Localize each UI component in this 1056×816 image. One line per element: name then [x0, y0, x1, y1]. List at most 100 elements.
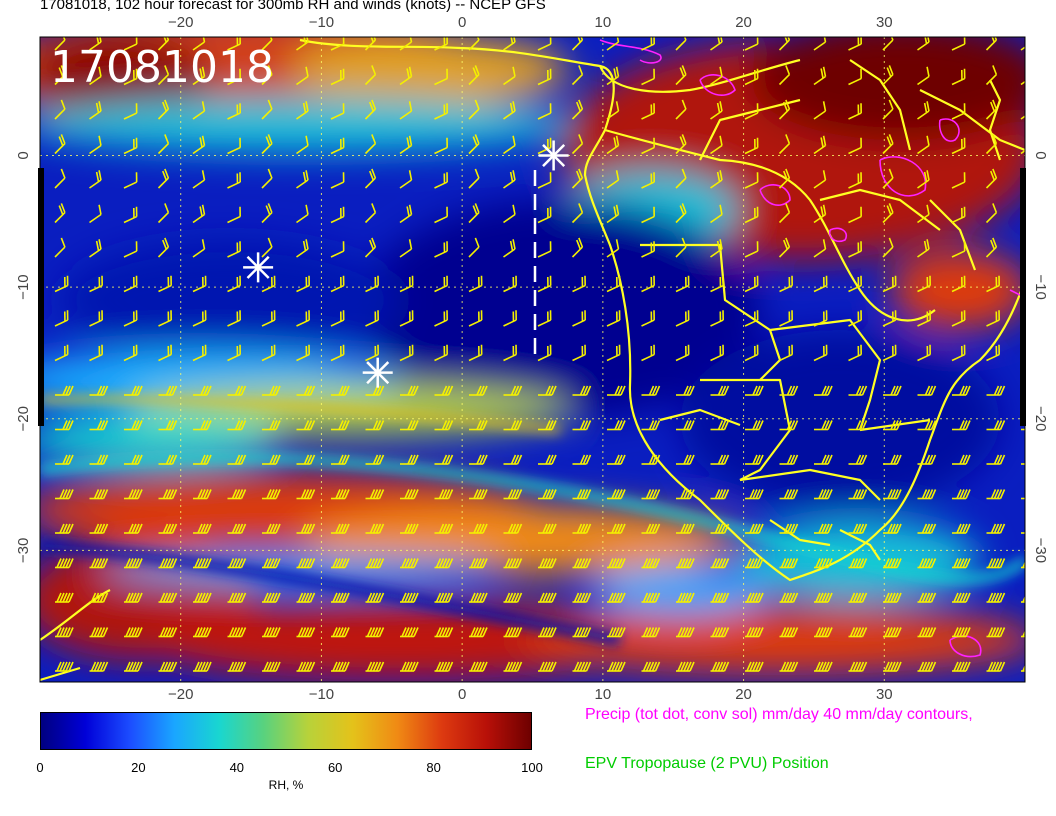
wind-barb — [503, 204, 516, 224]
wind-barb — [951, 344, 966, 362]
wind-barb — [883, 385, 902, 396]
wind-barb — [917, 489, 937, 500]
wind-barb — [606, 66, 620, 86]
wind-barb — [365, 661, 385, 672]
wind-barb — [468, 134, 480, 155]
wind-barb — [331, 592, 350, 603]
wind-barb — [364, 99, 377, 120]
wind-barb — [54, 65, 66, 86]
wind-barb — [986, 627, 1006, 638]
wind-barb — [365, 558, 385, 569]
wind-barb — [675, 65, 687, 86]
wind-barb — [503, 344, 517, 362]
wind-barb — [848, 103, 862, 120]
wind-barb — [123, 37, 138, 51]
wind-barb — [400, 523, 419, 534]
wind-barb — [1021, 428, 1025, 431]
wind-barb — [607, 558, 626, 569]
wind-barb — [55, 661, 74, 672]
wind-barb — [641, 523, 661, 534]
lon-tick-top: 20 — [735, 14, 752, 31]
wind-barb — [192, 101, 206, 120]
wind-barb — [745, 420, 764, 431]
wind-barb — [676, 558, 695, 569]
wind-barb — [710, 592, 730, 603]
wind-barb — [538, 489, 557, 500]
wind-barb — [365, 627, 385, 638]
lon-tick-top: 10 — [595, 14, 612, 31]
wind-barb — [364, 37, 377, 51]
colorbar-tick: 0 — [36, 760, 44, 775]
wind-barb — [89, 170, 102, 189]
wind-barb — [607, 523, 626, 534]
wind-barb — [538, 523, 557, 534]
wind-barb — [503, 66, 516, 86]
wind-barb — [745, 661, 764, 672]
wind-barb — [469, 489, 488, 500]
overlay-label: 17081018 — [50, 42, 274, 93]
wind-barb — [365, 523, 385, 534]
wind-barb — [364, 203, 377, 224]
map-panel[interactable]: 17081018 −20 −20 −10 −10 0 0 10 10 20 20 30 30 0 0 −10… — [0, 0, 1056, 700]
wind-barb — [952, 454, 971, 465]
wind-barb — [89, 66, 102, 86]
wind-barb — [848, 489, 868, 500]
wind-barb — [778, 203, 791, 224]
lon-tick-bottom: 20 — [735, 686, 752, 700]
wind-barb — [296, 627, 316, 638]
wind-barb — [641, 310, 655, 327]
wind-barb — [157, 168, 170, 189]
wind-barb — [641, 68, 655, 86]
wind-barb — [744, 103, 759, 120]
wind-barb — [158, 275, 172, 293]
wind-barb — [227, 454, 247, 465]
colorbar-tick: 40 — [229, 760, 245, 775]
wind-barb — [89, 661, 109, 672]
wind-barb — [537, 172, 552, 189]
wind-barb — [262, 592, 281, 603]
wind-barb — [261, 237, 273, 258]
wind-barb — [434, 627, 454, 638]
wind-barb — [469, 558, 488, 569]
wind-barb — [606, 170, 620, 189]
wind-barb — [571, 65, 584, 86]
wind-barb — [882, 203, 894, 224]
wind-barb — [779, 592, 799, 603]
wind-barb — [158, 310, 172, 327]
wind-barb — [434, 558, 454, 569]
wind-barb — [124, 454, 143, 465]
wind-barb — [814, 523, 833, 534]
wind-barb — [227, 68, 241, 86]
wind-barb — [848, 68, 862, 86]
wind-barb — [330, 103, 345, 120]
wind-barb — [227, 558, 247, 569]
wind-barb — [296, 66, 309, 86]
wind-barb — [399, 170, 413, 189]
wind-barb — [572, 385, 592, 396]
wind-barb — [641, 558, 661, 569]
wind-barb — [917, 135, 930, 155]
wind-barb — [123, 275, 138, 293]
wind-barb — [468, 99, 480, 120]
wind-barb — [537, 344, 552, 362]
wind-barb — [606, 204, 620, 224]
wind-barb — [296, 385, 316, 396]
wind-barb — [330, 275, 345, 293]
wind-barb — [503, 170, 516, 189]
lon-tick-top: 30 — [876, 14, 893, 31]
wind-barb — [745, 454, 764, 465]
wind-barb — [779, 661, 799, 672]
wind-barb — [710, 420, 730, 431]
wind-barb — [710, 558, 730, 569]
wind-barb — [227, 344, 241, 362]
wind-barb — [503, 523, 523, 534]
wind-barb — [607, 385, 626, 396]
wind-barb — [54, 237, 66, 258]
wind-barb — [814, 558, 833, 569]
wind-barb — [89, 627, 109, 638]
wind-barb — [261, 275, 276, 293]
wind-barb — [572, 627, 592, 638]
lat-tick-left: −30 — [15, 538, 32, 563]
wind-barb — [986, 592, 1006, 603]
wind-barb — [296, 420, 316, 431]
